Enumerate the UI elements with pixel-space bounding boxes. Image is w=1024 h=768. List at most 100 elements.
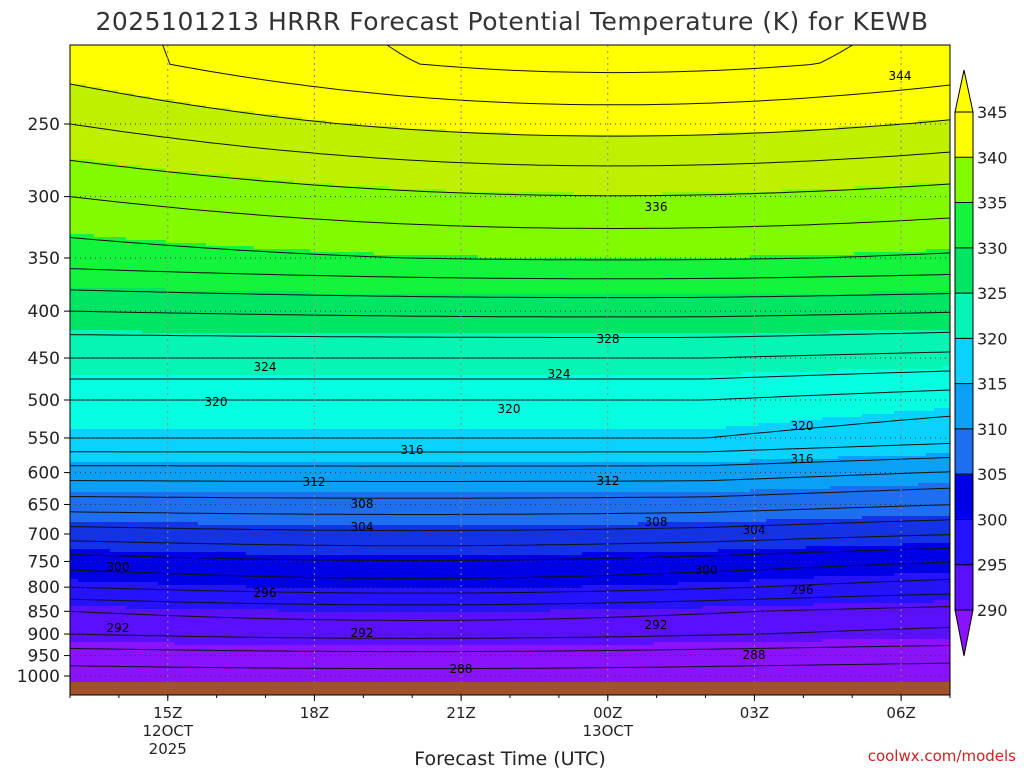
field-cell xyxy=(150,636,159,640)
field-cell xyxy=(118,582,127,586)
field-cell xyxy=(182,174,191,178)
field-cell xyxy=(214,174,223,178)
field-cell xyxy=(142,108,151,112)
field-cell xyxy=(78,369,87,373)
field-cell xyxy=(238,603,247,607)
field-cell xyxy=(206,333,215,337)
field-cell xyxy=(94,600,103,604)
field-cell xyxy=(70,141,79,145)
field-cell xyxy=(102,165,111,169)
field-cell xyxy=(118,48,127,52)
field-cell xyxy=(166,366,175,370)
field-cell xyxy=(246,171,255,175)
field-cell xyxy=(142,630,151,634)
field-cell xyxy=(166,633,175,637)
field-cell xyxy=(134,180,143,184)
field-cell xyxy=(150,624,159,628)
field-cell xyxy=(134,90,143,94)
field-cell xyxy=(174,90,183,94)
field-cell xyxy=(166,120,175,124)
field-cell xyxy=(142,414,151,418)
field-cell xyxy=(182,180,191,184)
field-cell xyxy=(134,468,143,472)
field-cell xyxy=(70,381,79,385)
field-cell xyxy=(126,120,135,124)
field-cell xyxy=(118,66,127,70)
field-cell xyxy=(134,162,143,166)
field-cell xyxy=(206,186,215,190)
field-cell xyxy=(102,429,111,433)
field-cell xyxy=(78,435,87,439)
field-cell xyxy=(190,333,199,337)
field-cell xyxy=(238,183,247,187)
field-cell xyxy=(134,501,143,505)
field-cell xyxy=(86,132,95,136)
field-cell xyxy=(134,273,143,277)
field-cell xyxy=(78,522,87,526)
field-cell xyxy=(110,501,119,505)
field-cell xyxy=(174,537,183,541)
field-cell xyxy=(86,264,95,268)
field-cell xyxy=(142,591,151,595)
field-cell xyxy=(238,102,247,106)
field-cell xyxy=(222,60,231,64)
field-cell xyxy=(150,48,159,52)
field-cell xyxy=(150,78,159,82)
field-cell xyxy=(126,123,135,127)
field-cell xyxy=(198,546,207,550)
field-cell xyxy=(214,108,223,112)
field-cell xyxy=(134,252,143,256)
field-cell xyxy=(70,462,79,466)
field-cell xyxy=(230,633,239,637)
field-cell xyxy=(126,678,135,682)
field-cell xyxy=(142,147,151,151)
field-cell xyxy=(238,147,247,151)
field-cell xyxy=(118,216,127,220)
field-cell xyxy=(142,174,151,178)
field-cell xyxy=(182,501,191,505)
field-cell xyxy=(190,51,199,55)
field-cell xyxy=(94,366,103,370)
field-cell xyxy=(134,123,143,127)
field-cell xyxy=(206,270,215,274)
field-cell xyxy=(198,675,207,679)
field-cell xyxy=(246,582,255,586)
field-cell xyxy=(198,195,207,199)
field-cell xyxy=(246,90,255,94)
field-cell xyxy=(182,165,191,169)
field-cell xyxy=(206,183,215,187)
field-cell xyxy=(198,294,207,298)
field-cell xyxy=(166,456,175,460)
field-cell xyxy=(110,522,119,526)
field-cell xyxy=(198,321,207,325)
field-cell xyxy=(214,396,223,400)
field-cell xyxy=(222,663,231,667)
field-cell xyxy=(86,252,95,256)
field-cell xyxy=(118,477,127,481)
field-cell xyxy=(230,249,239,253)
field-cell xyxy=(126,624,135,628)
field-cell xyxy=(206,162,215,166)
field-cell xyxy=(78,396,87,400)
field-cell xyxy=(126,180,135,184)
field-cell xyxy=(86,663,95,667)
field-cell xyxy=(166,429,175,433)
field-cell xyxy=(86,162,95,166)
field-cell xyxy=(230,507,239,511)
field-cell xyxy=(142,336,151,340)
field-cell xyxy=(158,93,167,97)
field-cell xyxy=(214,330,223,334)
field-cell xyxy=(174,573,183,577)
field-cell xyxy=(238,300,247,304)
field-cell xyxy=(102,510,111,514)
field-cell xyxy=(78,72,87,76)
field-cell xyxy=(246,354,255,358)
field-cell xyxy=(134,345,143,349)
field-cell xyxy=(182,246,191,250)
field-cell xyxy=(110,525,119,529)
field-cell xyxy=(86,186,95,190)
field-cell xyxy=(134,663,143,667)
field-cell xyxy=(158,513,167,517)
field-cell xyxy=(222,630,231,634)
field-cell xyxy=(102,522,111,526)
